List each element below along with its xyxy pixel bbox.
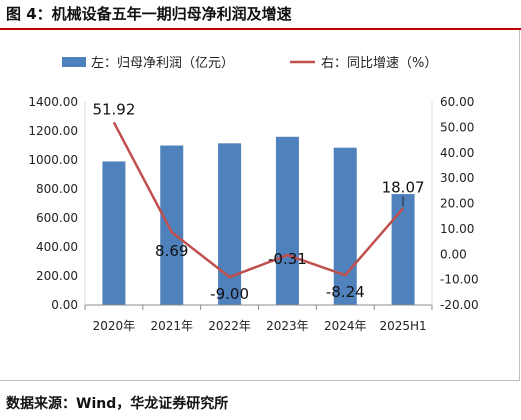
left-tick-label: 1000.00: [28, 153, 78, 167]
line-series: [112, 121, 405, 279]
right-tick-label: 50.00: [440, 120, 474, 134]
data-labels: 51.92 8.69 -9.00 -0.31 -8.24 18.07: [92, 101, 424, 304]
data-label: -9.00: [210, 285, 249, 303]
data-label: 18.07: [382, 178, 425, 196]
bar: [333, 147, 357, 305]
legend-bar-label: 左：归母净利润（亿元）: [91, 56, 234, 71]
chart-frame: [0, 30, 520, 381]
line-point: [171, 231, 173, 233]
line-point: [113, 122, 115, 124]
legend-bar-swatch: [62, 57, 86, 67]
left-tick-label: 1200.00: [28, 124, 78, 138]
left-tick-label: 600.00: [36, 211, 78, 225]
right-tick-label: 40.00: [440, 146, 474, 160]
category-label: 2022年: [208, 319, 251, 333]
left-tick-label: 800.00: [36, 182, 78, 196]
category-label: 2020年: [93, 319, 136, 333]
category-label: 2024年: [324, 319, 367, 333]
category-axis: 2020年 2021年 2022年 2023年 2024年 2025H1: [93, 319, 427, 333]
category-label: 2021年: [150, 319, 193, 333]
data-label: 8.69: [155, 242, 188, 260]
bar-series: [102, 136, 415, 305]
figure-title: 图 4：机械设备五年一期归母净利润及增速: [6, 5, 292, 23]
title-rule: [0, 28, 521, 30]
right-tick-label: -10.00: [440, 273, 479, 287]
right-tick-label: 10.00: [440, 222, 474, 236]
category-label: 2025H1: [379, 319, 426, 333]
line-point: [286, 254, 288, 256]
category-label: 2023年: [266, 319, 309, 333]
data-label: 51.92: [92, 101, 135, 119]
bar: [391, 194, 415, 305]
axis-lines: [84, 102, 433, 310]
growth-line: [112, 121, 405, 279]
right-tick-label: -20.00: [440, 298, 479, 312]
bar: [218, 143, 242, 305]
bar: [102, 161, 126, 305]
bar: [275, 136, 299, 305]
legend-line-label: 右：同比增速（%）: [321, 56, 437, 71]
line-point: [344, 274, 346, 276]
left-tick-label: 0.00: [51, 298, 78, 312]
left-tick-label: 400.00: [36, 240, 78, 254]
right-axis: -20.00 -10.00 0.00 10.00 20.00 30.00 40.00 50.0…: [440, 95, 479, 312]
bar: [160, 145, 184, 305]
right-tick-label: 0.00: [440, 247, 467, 261]
left-tick-label: 200.00: [36, 269, 78, 283]
source-note: 数据来源：Wind，华龙证券研究所: [6, 396, 229, 412]
legend: 左：归母净利润（亿元） 右：同比增速（%）: [62, 56, 437, 71]
right-tick-label: 30.00: [440, 171, 474, 185]
line-point: [229, 276, 231, 278]
left-tick-label: 1400.00: [28, 95, 78, 109]
right-tick-label: 60.00: [440, 95, 474, 109]
data-label: -0.31: [268, 250, 307, 268]
data-label: -8.24: [326, 283, 365, 301]
left-axis: 0.00 200.00 400.00 600.00 800.00 1000.00 1200.…: [28, 95, 78, 312]
line-point: [402, 207, 404, 209]
right-tick-label: 20.00: [440, 197, 474, 211]
